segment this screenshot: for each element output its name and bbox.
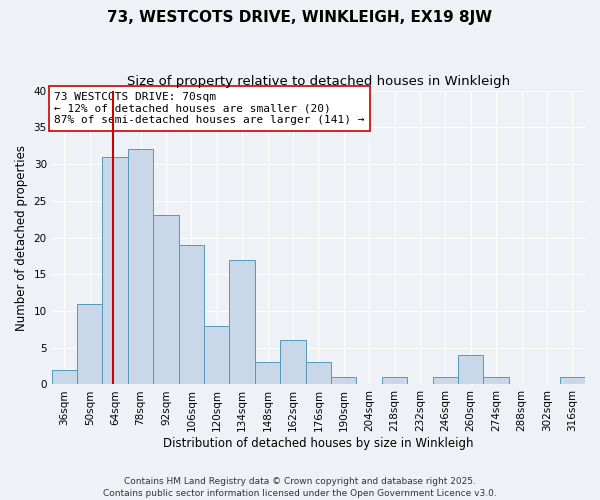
Bar	[204, 326, 229, 384]
Bar	[560, 377, 585, 384]
Bar	[484, 377, 509, 384]
Bar	[255, 362, 280, 384]
Bar	[179, 245, 204, 384]
Bar	[280, 340, 305, 384]
Bar	[382, 377, 407, 384]
Title: Size of property relative to detached houses in Winkleigh: Size of property relative to detached ho…	[127, 75, 510, 88]
Bar	[229, 260, 255, 384]
Text: 73 WESTCOTS DRIVE: 70sqm
← 12% of detached houses are smaller (20)
87% of semi-d: 73 WESTCOTS DRIVE: 70sqm ← 12% of detach…	[55, 92, 365, 125]
Bar	[128, 150, 153, 384]
Bar	[77, 304, 103, 384]
Bar	[331, 377, 356, 384]
Bar	[153, 216, 179, 384]
Bar	[305, 362, 331, 384]
X-axis label: Distribution of detached houses by size in Winkleigh: Distribution of detached houses by size …	[163, 437, 473, 450]
Text: Contains HM Land Registry data © Crown copyright and database right 2025.
Contai: Contains HM Land Registry data © Crown c…	[103, 476, 497, 498]
Bar	[458, 355, 484, 384]
Bar	[433, 377, 458, 384]
Text: 73, WESTCOTS DRIVE, WINKLEIGH, EX19 8JW: 73, WESTCOTS DRIVE, WINKLEIGH, EX19 8JW	[107, 10, 493, 25]
Bar	[52, 370, 77, 384]
Bar	[103, 156, 128, 384]
Y-axis label: Number of detached properties: Number of detached properties	[15, 144, 28, 330]
